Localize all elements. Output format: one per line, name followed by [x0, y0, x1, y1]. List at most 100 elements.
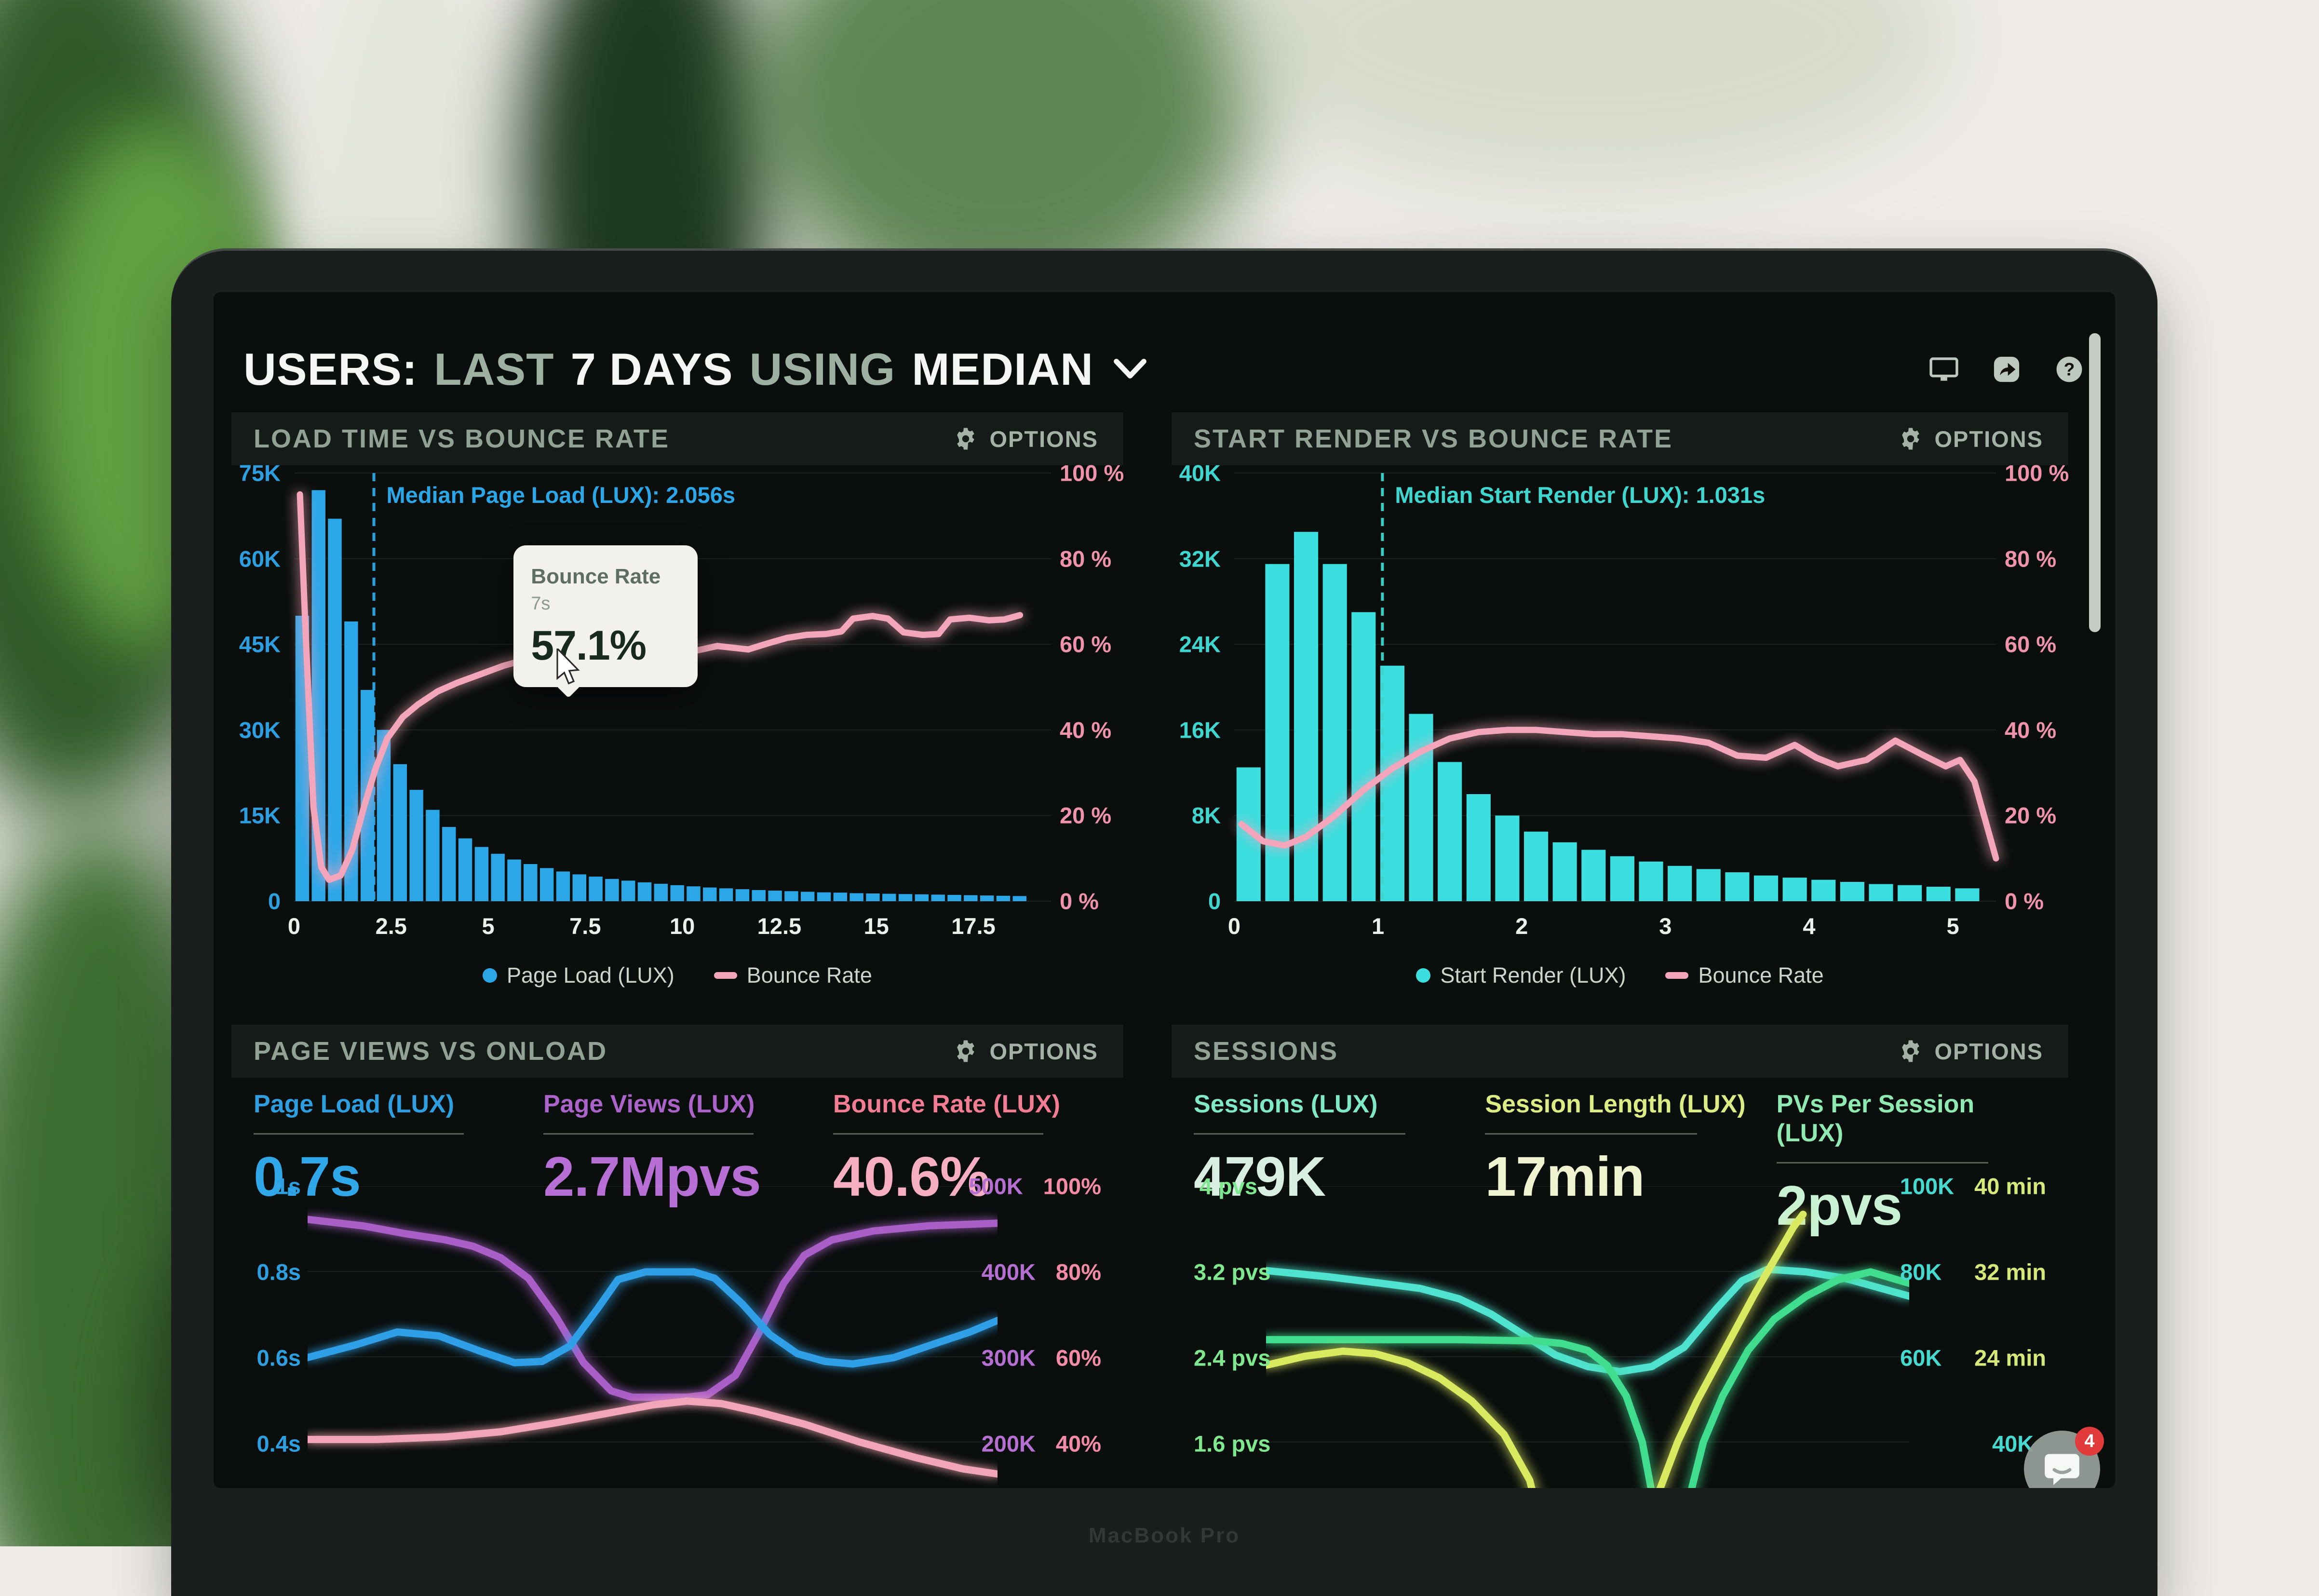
x-tick: 10 [669, 913, 695, 939]
metric-value: 17min [1485, 1145, 1645, 1208]
axis-label-pair: 100K 40 min [1900, 1173, 2046, 1199]
chart-page-views-onload: 1s 0.8s 0.6s 0.4s 500K 100% 400K 80% 300K 60% 200K… [254, 1174, 1101, 1488]
legend-marker [1416, 968, 1431, 983]
metric-session-length: Session Length (LUX) 17min [1485, 1090, 1754, 1238]
panel-start-render-vs-bounce-rate: START RENDER VS BOUNCE RATE OPTIONS Medi… [1172, 412, 2069, 987]
legend-label: Start Render (LUX) [1440, 963, 1626, 987]
chat-launcher-button[interactable]: 4 [2024, 1427, 2104, 1488]
metric-pvs-per-session: PVs Per Session (LUX) 2pvs [1776, 1090, 2046, 1238]
panel-title: START RENDER VS BOUNCE RATE [1194, 424, 1673, 453]
plot-area: Median Start Render (LUX): 1.031s 40K 32K 2… [1179, 460, 2069, 914]
chart-canvas [1234, 473, 1996, 901]
chart-canvas [294, 473, 1051, 901]
x-tick: 15 [863, 913, 889, 939]
chart-legend: Page Load (LUX) Bounce Rate [231, 963, 1123, 988]
options-button[interactable]: OPTIONS [1895, 425, 2046, 453]
plot-area [1266, 1186, 1909, 1488]
dashboard-grid: LOAD TIME VS BOUNCE RATE OPTIONS Bounce … [231, 412, 2069, 1488]
metric-label: Page Load (LUX) [254, 1090, 455, 1118]
metric-label: PVs Per Session (LUX) [1776, 1090, 1975, 1147]
laptop: USERS: LAST 7 DAYS USING MEDIAN [171, 248, 2157, 1596]
axis-label: 32K [1179, 546, 1221, 572]
chevron-down-icon[interactable] [1113, 357, 1147, 382]
metric-divider [1776, 1162, 1988, 1163]
axis-label-pair: 400K 80% [981, 1259, 1101, 1285]
panel-header: SESSIONS OPTIONS [1172, 1025, 2068, 1078]
title-segment: LAST [434, 344, 554, 394]
x-tick: 0 [1227, 913, 1241, 939]
median-annotation: Median Start Render (LUX): 1.031s [1395, 482, 1766, 508]
legend-label: Bounce Rate [746, 963, 872, 987]
axis-label: 60K [239, 546, 281, 572]
axis-label: 1s [275, 1173, 301, 1199]
metric-label: Sessions (LUX) [1194, 1090, 1378, 1118]
x-axis: 0 2.5 5 7.5 10 12.5 15 17.5 [288, 913, 1051, 947]
gear-icon [1902, 428, 1920, 450]
metric-divider [1485, 1133, 1697, 1135]
x-tick: 2.5 [375, 913, 407, 939]
axis-label: 0.8s [256, 1259, 301, 1285]
metric-label: Bounce Rate (LUX) [833, 1090, 1060, 1118]
options-label: OPTIONS [1934, 1038, 2043, 1064]
chart-legend: Start Render (LUX) Bounce Rate [1172, 963, 2068, 988]
metric-label: Page Views (LUX) [543, 1090, 755, 1118]
axis-label: 8K [1191, 802, 1221, 828]
scrollbar-thumb[interactable] [2089, 333, 2101, 632]
plant-leaf [1229, 0, 1953, 193]
svg-text:?: ? [2064, 359, 2075, 379]
x-tick: 5 [482, 913, 495, 939]
metric-value: 479K [1194, 1145, 1326, 1208]
axis-label: 40 % [1060, 717, 1112, 743]
axis-label-pair: 80K 32 min [1900, 1259, 2046, 1285]
axis-label-pair: 200K 40% [981, 1431, 1101, 1457]
legend-marker [483, 968, 498, 983]
metric-row: Sessions (LUX) 479K Session Length (LUX)… [1194, 1090, 2046, 1238]
panel-title: LOAD TIME VS BOUNCE RATE [254, 424, 670, 453]
title-segment: MEDIAN [912, 344, 1094, 394]
panel-header: START RENDER VS BOUNCE RATE OPTIONS [1172, 412, 2068, 465]
x-tick: 2 [1515, 913, 1528, 939]
gear-icon [957, 428, 975, 450]
axis-label: 0.4s [256, 1431, 301, 1457]
legend-marker [1665, 972, 1689, 979]
panel-header: LOAD TIME VS BOUNCE RATE OPTIONS [231, 412, 1123, 465]
chart-load-time: Bounce Rate 7s 57.1% Median Page Load (L… [231, 460, 1124, 988]
axis-label: 45K [239, 631, 281, 657]
plot-area [308, 1186, 998, 1488]
legend-item: Start Render (LUX) [1416, 963, 1626, 988]
x-tick: 0 [287, 913, 301, 939]
mouse-cursor-icon [556, 649, 580, 685]
users-range-dropdown[interactable]: USERS: LAST 7 DAYS USING MEDIAN [243, 343, 1147, 395]
metric-divider [833, 1133, 1043, 1135]
plot-area: Bounce Rate 7s 57.1% Median Page Load (L… [239, 460, 1124, 914]
x-tick: 7.5 [569, 913, 601, 939]
axis-label: 2.4 pvs [1194, 1345, 1271, 1371]
axis-label: 20 % [1060, 802, 1112, 828]
help-icon[interactable]: ? [2051, 353, 2087, 385]
axis-label: 15K [239, 802, 281, 828]
legend-marker [714, 972, 737, 979]
panel-page-views-vs-onload: PAGE VIEWS VS ONLOAD OPTIONS Page Load (… [231, 1025, 1123, 1488]
options-button[interactable]: OPTIONS [950, 1038, 1101, 1065]
display-icon[interactable] [1926, 353, 1962, 385]
legend-label: Page Load (LUX) [507, 963, 674, 987]
axis-label: 20 % [2005, 802, 2057, 828]
options-label: OPTIONS [1934, 426, 2043, 452]
axis-label: 0 % [2005, 888, 2044, 914]
options-label: OPTIONS [989, 1038, 1098, 1064]
axis-label: 80 % [2005, 546, 2057, 572]
x-axis: 0 1 2 3 4 5 [1228, 913, 1996, 947]
metric-value: 2.7Mpvs [543, 1145, 761, 1208]
options-button[interactable]: OPTIONS [1895, 1038, 2046, 1065]
axis-label-pair: 500K 100% [969, 1173, 1101, 1199]
title-segment: 7 DAYS [570, 344, 733, 394]
chat-unread-badge: 4 [2075, 1427, 2104, 1456]
share-icon[interactable] [1989, 353, 2024, 385]
x-tick: 1 [1372, 913, 1385, 939]
chart-canvas [1266, 1186, 1909, 1488]
tooltip: Bounce Rate 7s 57.1% [513, 545, 698, 698]
axis-label: 80 % [1060, 546, 1112, 572]
axis-label: 60 % [1060, 631, 1112, 657]
options-button[interactable]: OPTIONS [950, 425, 1101, 453]
axis-label: 0 % [1060, 888, 1099, 914]
